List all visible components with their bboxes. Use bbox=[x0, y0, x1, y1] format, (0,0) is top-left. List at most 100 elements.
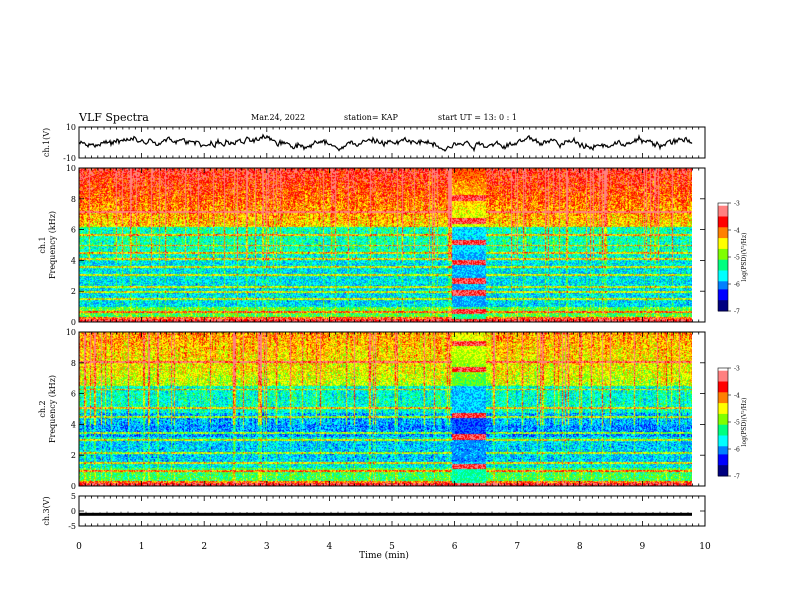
x-tick-label: 10 bbox=[699, 542, 711, 552]
colorbar-s2-segment bbox=[718, 465, 728, 469]
colorbar-s1-segment bbox=[718, 292, 728, 296]
y-tick-label-s1: 0 bbox=[71, 318, 76, 327]
ch1-waveform-ylabel: ch.1(V) bbox=[42, 128, 51, 157]
colorbar-s2-segment bbox=[718, 368, 728, 372]
ch2-spectrogram-channel-label: ch.2 bbox=[38, 400, 47, 417]
date-label: Mar.24, 2022 bbox=[251, 113, 306, 122]
colorbar-s1-segment bbox=[718, 232, 728, 236]
colorbar-s1-segment bbox=[718, 265, 728, 269]
colorbar-s1-segment bbox=[718, 240, 728, 244]
colorbar-s1-segment bbox=[718, 289, 728, 293]
colorbar-s1-segment bbox=[718, 216, 728, 220]
colorbar-s2-segment bbox=[718, 457, 728, 461]
colorbar-s2-segment bbox=[718, 438, 728, 442]
colorbar-s2-segment bbox=[718, 435, 728, 439]
ch1-waveform-line bbox=[78, 133, 693, 153]
colorbar-s1-segment bbox=[718, 219, 728, 223]
colorbar-s2-segment bbox=[718, 427, 728, 431]
y-tick-label-w3: 5 bbox=[71, 492, 76, 501]
colorbar-s2-segment bbox=[718, 389, 728, 393]
colorbar-s1-segment bbox=[718, 257, 728, 261]
colorbar-s2-tick-label: -4 bbox=[734, 393, 740, 400]
colorbar-s1-segment bbox=[718, 221, 728, 226]
y-tick-label-s1: 8 bbox=[71, 195, 76, 204]
colorbar-s1-segment bbox=[718, 294, 728, 298]
spectrogram-s2-image bbox=[79, 332, 692, 486]
colorbar-s1-segment bbox=[718, 308, 728, 312]
y-tick-label-w3: -5 bbox=[68, 522, 76, 531]
ch1-spectrogram-ylabel: Frequency (kHz) bbox=[48, 211, 57, 279]
y-tick-label-s1: 6 bbox=[71, 226, 76, 235]
colorbar-s1-segment bbox=[718, 227, 728, 231]
colorbar-s2-segment bbox=[718, 413, 728, 418]
colorbar-s2-tick-label: -5 bbox=[734, 420, 740, 427]
colorbar-s1-segment bbox=[718, 297, 728, 301]
colorbar-s2-label: log(PSD)(V²/Hz) bbox=[741, 398, 748, 447]
colorbar-s2-tick-label: -6 bbox=[734, 447, 740, 454]
y-tick-label-s2: 8 bbox=[71, 359, 76, 368]
ch3-waveform-ylabel: ch.3(V) bbox=[42, 496, 51, 525]
colorbar-s2-segment bbox=[718, 430, 728, 434]
colorbar-s1-segment bbox=[718, 235, 728, 239]
x-tick-label: 7 bbox=[514, 542, 520, 552]
colorbar-s1-segment bbox=[718, 248, 728, 253]
colorbar-s1-segment bbox=[718, 251, 728, 255]
colorbar-s2-segment bbox=[718, 378, 728, 382]
colorbar-s2-segment bbox=[718, 419, 728, 423]
colorbar-s2-segment bbox=[718, 397, 728, 401]
colorbar-s2-segment bbox=[718, 373, 728, 377]
start-time-label: start UT = 13: 0 : 1 bbox=[438, 113, 517, 122]
ch2-spectrogram-ylabel: Frequency (kHz) bbox=[48, 375, 57, 443]
x-ticks-s1 bbox=[78, 168, 706, 322]
colorbar-s1-tick-label: -4 bbox=[734, 228, 740, 235]
x-tick-label: 8 bbox=[577, 542, 583, 552]
colorbar-s2-tick-label: -3 bbox=[734, 366, 740, 373]
colorbar-s1-segment bbox=[718, 208, 728, 212]
x-tick-label: 6 bbox=[452, 542, 458, 552]
x-axis-label: Time (min) bbox=[359, 550, 409, 561]
y-tick-label-s2: 2 bbox=[71, 451, 76, 460]
colorbar-s1-tick-label: -7 bbox=[734, 309, 740, 316]
station-label: station= KAP bbox=[344, 113, 398, 122]
ch3-waveform-spikes bbox=[78, 511, 689, 513]
y-tick-label-s1: 2 bbox=[71, 287, 76, 296]
colorbar-s2-segment bbox=[718, 454, 728, 458]
y-tick-label-s1: 10 bbox=[66, 164, 76, 173]
colorbar-s1-segment bbox=[718, 281, 728, 285]
colorbar-s2-segment bbox=[718, 381, 728, 385]
colorbar-s2-segment bbox=[718, 470, 728, 474]
colorbar-s1-segment bbox=[718, 213, 728, 217]
colorbar-s2-segment bbox=[718, 416, 728, 420]
colorbar-s2-segment bbox=[718, 376, 728, 380]
colorbar-s2-segment bbox=[718, 446, 728, 450]
ch3-waveform-band bbox=[79, 512, 692, 516]
colorbar-s2-segment bbox=[718, 459, 728, 463]
colorbar-s2-segment bbox=[718, 370, 728, 374]
colorbar-s2-segment bbox=[718, 408, 728, 412]
colorbar-s2-segment bbox=[718, 386, 728, 391]
ch1-spectrogram-channel-label: ch.1 bbox=[38, 236, 47, 253]
x-tick-label: 1 bbox=[139, 542, 145, 552]
colorbar-s1-tick-label: -3 bbox=[734, 201, 740, 208]
colorbar-s2-segment bbox=[718, 424, 728, 428]
y-tick-label-w1: 10 bbox=[66, 123, 76, 132]
colorbar-s1-label: log(PSD)(V²/Hz) bbox=[741, 233, 748, 282]
colorbar-s2-segment bbox=[718, 467, 728, 472]
y-tick-label-s2: 10 bbox=[66, 328, 76, 337]
colorbar-s2-segment bbox=[718, 395, 728, 399]
colorbar-s2-segment bbox=[718, 443, 728, 447]
x-tick-label: 2 bbox=[201, 542, 207, 552]
colorbar-s1-segment bbox=[718, 238, 728, 242]
colorbar-s1-segment bbox=[718, 267, 728, 271]
colorbar-s1-segment bbox=[718, 254, 728, 258]
colorbar-s2-segment bbox=[718, 405, 728, 409]
x-tick-label: 3 bbox=[264, 542, 270, 552]
colorbar-s2-segment bbox=[718, 432, 728, 436]
colorbar-s1-segment bbox=[718, 270, 728, 274]
colorbar-s2-segment bbox=[718, 422, 728, 426]
colorbar-s1-tick-label: -6 bbox=[734, 282, 740, 289]
colorbar-s1-segment bbox=[718, 224, 728, 228]
colorbar-s1-segment bbox=[718, 302, 728, 307]
colorbar-s2-segment bbox=[718, 400, 728, 404]
